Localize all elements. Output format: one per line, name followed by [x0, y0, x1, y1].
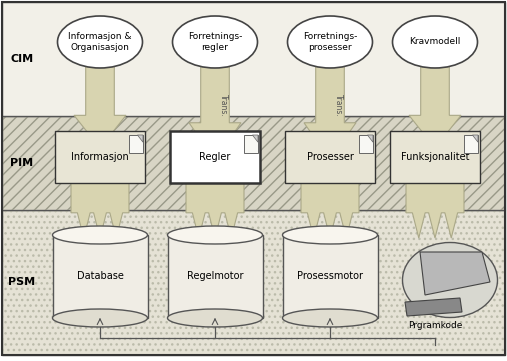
- Polygon shape: [186, 178, 244, 238]
- Ellipse shape: [53, 226, 148, 244]
- Polygon shape: [420, 252, 490, 295]
- Text: Forretnings-
prosesser: Forretnings- prosesser: [303, 32, 357, 52]
- Ellipse shape: [287, 16, 373, 68]
- Bar: [2, 116, 505, 210]
- Text: Funksjonalitet: Funksjonalitet: [401, 152, 469, 162]
- Text: Kravmodell: Kravmodell: [409, 38, 461, 47]
- Bar: [244, 135, 258, 153]
- Text: Regler: Regler: [199, 152, 231, 162]
- Ellipse shape: [403, 243, 497, 318]
- Text: Forretnings-
regler: Forretnings- regler: [188, 32, 242, 52]
- Bar: [2, 116, 505, 210]
- Text: PSM: PSM: [9, 277, 35, 287]
- Ellipse shape: [392, 16, 478, 68]
- Polygon shape: [71, 178, 129, 238]
- Bar: [168, 235, 263, 318]
- Ellipse shape: [167, 309, 263, 327]
- Text: Prosessmotor: Prosessmotor: [297, 271, 363, 281]
- Ellipse shape: [53, 309, 148, 327]
- Ellipse shape: [172, 16, 258, 68]
- Text: Informasjon: Informasjon: [71, 152, 129, 162]
- Polygon shape: [189, 62, 241, 160]
- Polygon shape: [409, 62, 461, 148]
- Text: Database: Database: [77, 271, 123, 281]
- Text: Prgramkode: Prgramkode: [408, 321, 462, 330]
- Bar: [2, 2, 505, 116]
- Polygon shape: [74, 62, 126, 148]
- Bar: [53, 235, 148, 318]
- Bar: [390, 131, 480, 183]
- Ellipse shape: [57, 16, 142, 68]
- Polygon shape: [368, 135, 373, 142]
- Text: Regelmotor: Regelmotor: [187, 271, 243, 281]
- Ellipse shape: [282, 226, 378, 244]
- Bar: [2, 210, 505, 355]
- Polygon shape: [137, 135, 143, 142]
- Polygon shape: [406, 178, 464, 238]
- Text: Trans.: Trans.: [334, 93, 343, 116]
- Polygon shape: [252, 135, 258, 142]
- Text: Informasjon &
Organisasjon: Informasjon & Organisasjon: [68, 32, 132, 52]
- Text: CIM: CIM: [11, 54, 33, 64]
- Bar: [359, 135, 373, 153]
- Bar: [129, 135, 143, 153]
- Ellipse shape: [167, 226, 263, 244]
- Polygon shape: [304, 62, 356, 160]
- Text: Trans.: Trans.: [219, 93, 228, 116]
- Polygon shape: [405, 298, 462, 316]
- Text: PIM: PIM: [11, 158, 33, 168]
- Bar: [464, 135, 478, 153]
- Bar: [2, 210, 505, 355]
- Bar: [285, 131, 375, 183]
- Polygon shape: [301, 178, 359, 238]
- Bar: [170, 131, 260, 183]
- Polygon shape: [473, 135, 478, 142]
- Text: Prosesser: Prosesser: [307, 152, 353, 162]
- Bar: [283, 235, 378, 318]
- Bar: [55, 131, 145, 183]
- Ellipse shape: [282, 309, 378, 327]
